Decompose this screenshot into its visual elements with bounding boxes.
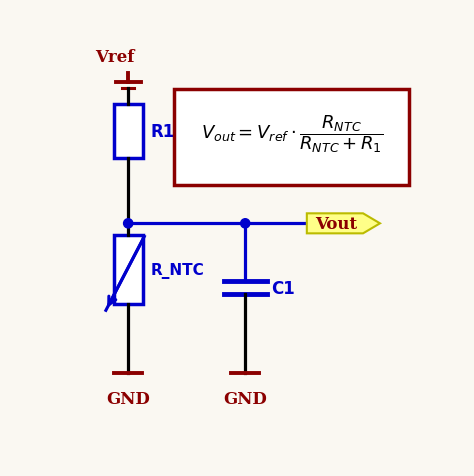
Bar bbox=[114, 236, 143, 305]
Text: R_NTC: R_NTC bbox=[151, 262, 204, 278]
Text: GND: GND bbox=[223, 391, 267, 407]
Text: R1: R1 bbox=[151, 123, 175, 140]
Bar bbox=[174, 89, 409, 186]
Text: Vout: Vout bbox=[315, 215, 357, 232]
Text: Vref: Vref bbox=[95, 50, 134, 66]
Text: $V_{out} = V_{ref} \cdot \dfrac{R_{NTC}}{R_{NTC} + R_1}$: $V_{out} = V_{ref} \cdot \dfrac{R_{NTC}}… bbox=[201, 113, 383, 154]
Circle shape bbox=[241, 219, 250, 228]
Bar bbox=[114, 105, 143, 159]
Text: C1: C1 bbox=[271, 279, 294, 297]
Circle shape bbox=[124, 219, 133, 228]
Text: GND: GND bbox=[106, 391, 150, 407]
Polygon shape bbox=[307, 214, 380, 234]
